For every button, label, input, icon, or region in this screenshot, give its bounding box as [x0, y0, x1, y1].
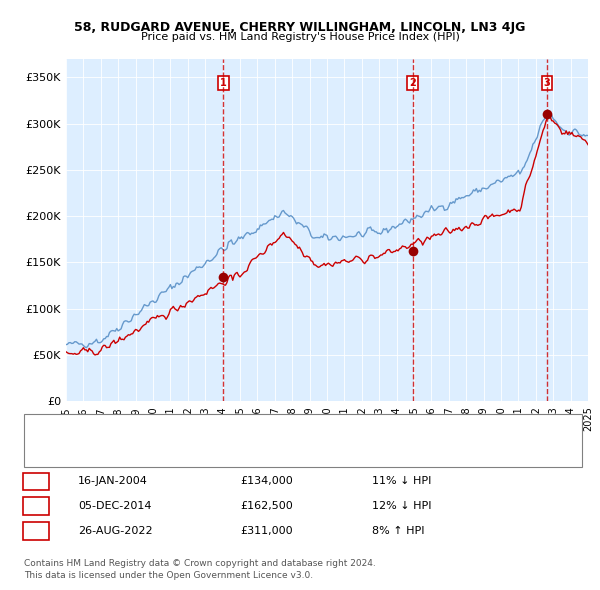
Text: 11% ↓ HPI: 11% ↓ HPI: [372, 477, 431, 486]
Text: This data is licensed under the Open Government Licence v3.0.: This data is licensed under the Open Gov…: [24, 571, 313, 579]
Text: 2: 2: [409, 78, 416, 88]
Text: 2: 2: [32, 502, 40, 511]
Text: £134,000: £134,000: [240, 477, 293, 486]
Text: 1: 1: [220, 78, 227, 88]
Text: HPI: Average price, detached house, West Lindsey: HPI: Average price, detached house, West…: [69, 432, 314, 441]
Text: £162,500: £162,500: [240, 502, 293, 511]
Text: £311,000: £311,000: [240, 526, 293, 536]
Text: 16-JAN-2004: 16-JAN-2004: [78, 477, 148, 486]
Text: 3: 3: [32, 526, 40, 536]
Text: Contains HM Land Registry data © Crown copyright and database right 2024.: Contains HM Land Registry data © Crown c…: [24, 559, 376, 568]
Text: 05-DEC-2014: 05-DEC-2014: [78, 502, 151, 511]
Text: 26-AUG-2022: 26-AUG-2022: [78, 526, 152, 536]
Text: 58, RUDGARD AVENUE, CHERRY WILLINGHAM, LINCOLN, LN3 4JG (detached house): 58, RUDGARD AVENUE, CHERRY WILLINGHAM, L…: [69, 417, 476, 427]
Text: 8% ↑ HPI: 8% ↑ HPI: [372, 526, 425, 536]
Text: 12% ↓ HPI: 12% ↓ HPI: [372, 502, 431, 511]
Text: —: —: [42, 415, 56, 429]
Text: Price paid vs. HM Land Registry's House Price Index (HPI): Price paid vs. HM Land Registry's House …: [140, 32, 460, 42]
Text: 1: 1: [32, 477, 40, 486]
Text: —: —: [42, 430, 56, 444]
Text: 3: 3: [544, 78, 550, 88]
Text: 58, RUDGARD AVENUE, CHERRY WILLINGHAM, LINCOLN, LN3 4JG: 58, RUDGARD AVENUE, CHERRY WILLINGHAM, L…: [74, 21, 526, 34]
